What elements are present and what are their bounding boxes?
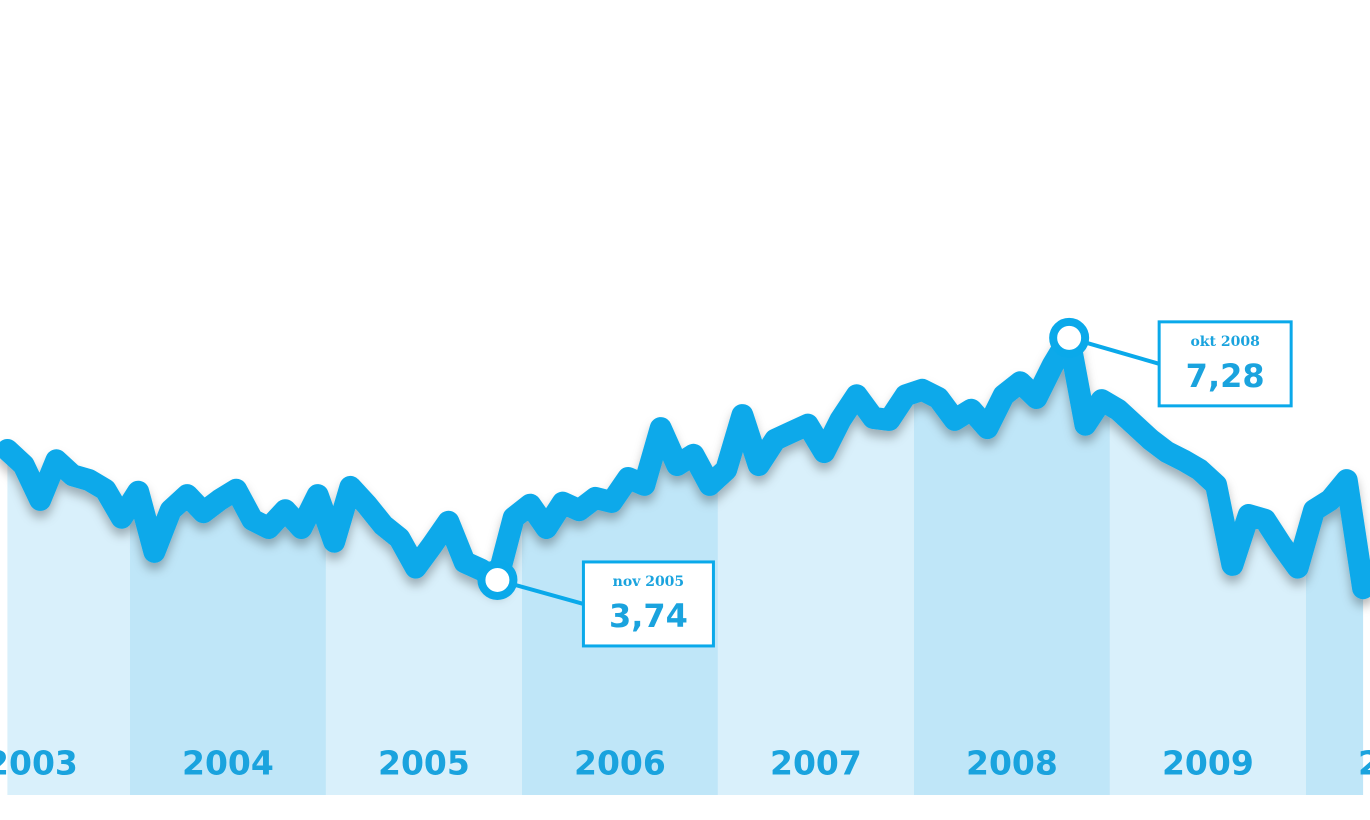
x-axis: 2003 2004 2005 2006 2007 2008 2009 2010 xyxy=(0,744,1370,783)
year-band xyxy=(7,337,130,795)
callout-value: 7,28 xyxy=(1186,357,1265,395)
x-tick-label: 2003 xyxy=(0,744,78,783)
year-band xyxy=(521,337,718,795)
marker xyxy=(477,559,518,600)
x-tick-label: 2010 xyxy=(1358,744,1370,783)
callout-date: nov 2005 xyxy=(613,574,685,590)
line xyxy=(0,326,1370,600)
callout-date: okt 2008 xyxy=(1190,334,1259,350)
annotations: nov 2005 3,74 okt 2008 7,28 xyxy=(477,317,1293,648)
x-tick-label: 2009 xyxy=(1162,744,1254,783)
callout-box xyxy=(581,560,715,648)
x-tick-label: 2006 xyxy=(574,744,666,783)
x-tick-label: 2007 xyxy=(770,744,862,783)
year-band xyxy=(717,337,914,795)
year-band xyxy=(325,337,522,795)
year-band xyxy=(1305,337,1364,795)
plot xyxy=(0,326,1370,600)
x-tick-label: 2004 xyxy=(182,744,274,783)
year-band xyxy=(129,337,326,795)
x-tick-label: 2005 xyxy=(378,744,470,783)
marker xyxy=(1049,317,1090,358)
callout-value: 3,74 xyxy=(609,597,688,635)
x-tick-label: 2008 xyxy=(966,744,1058,783)
callout-box xyxy=(1157,320,1293,408)
